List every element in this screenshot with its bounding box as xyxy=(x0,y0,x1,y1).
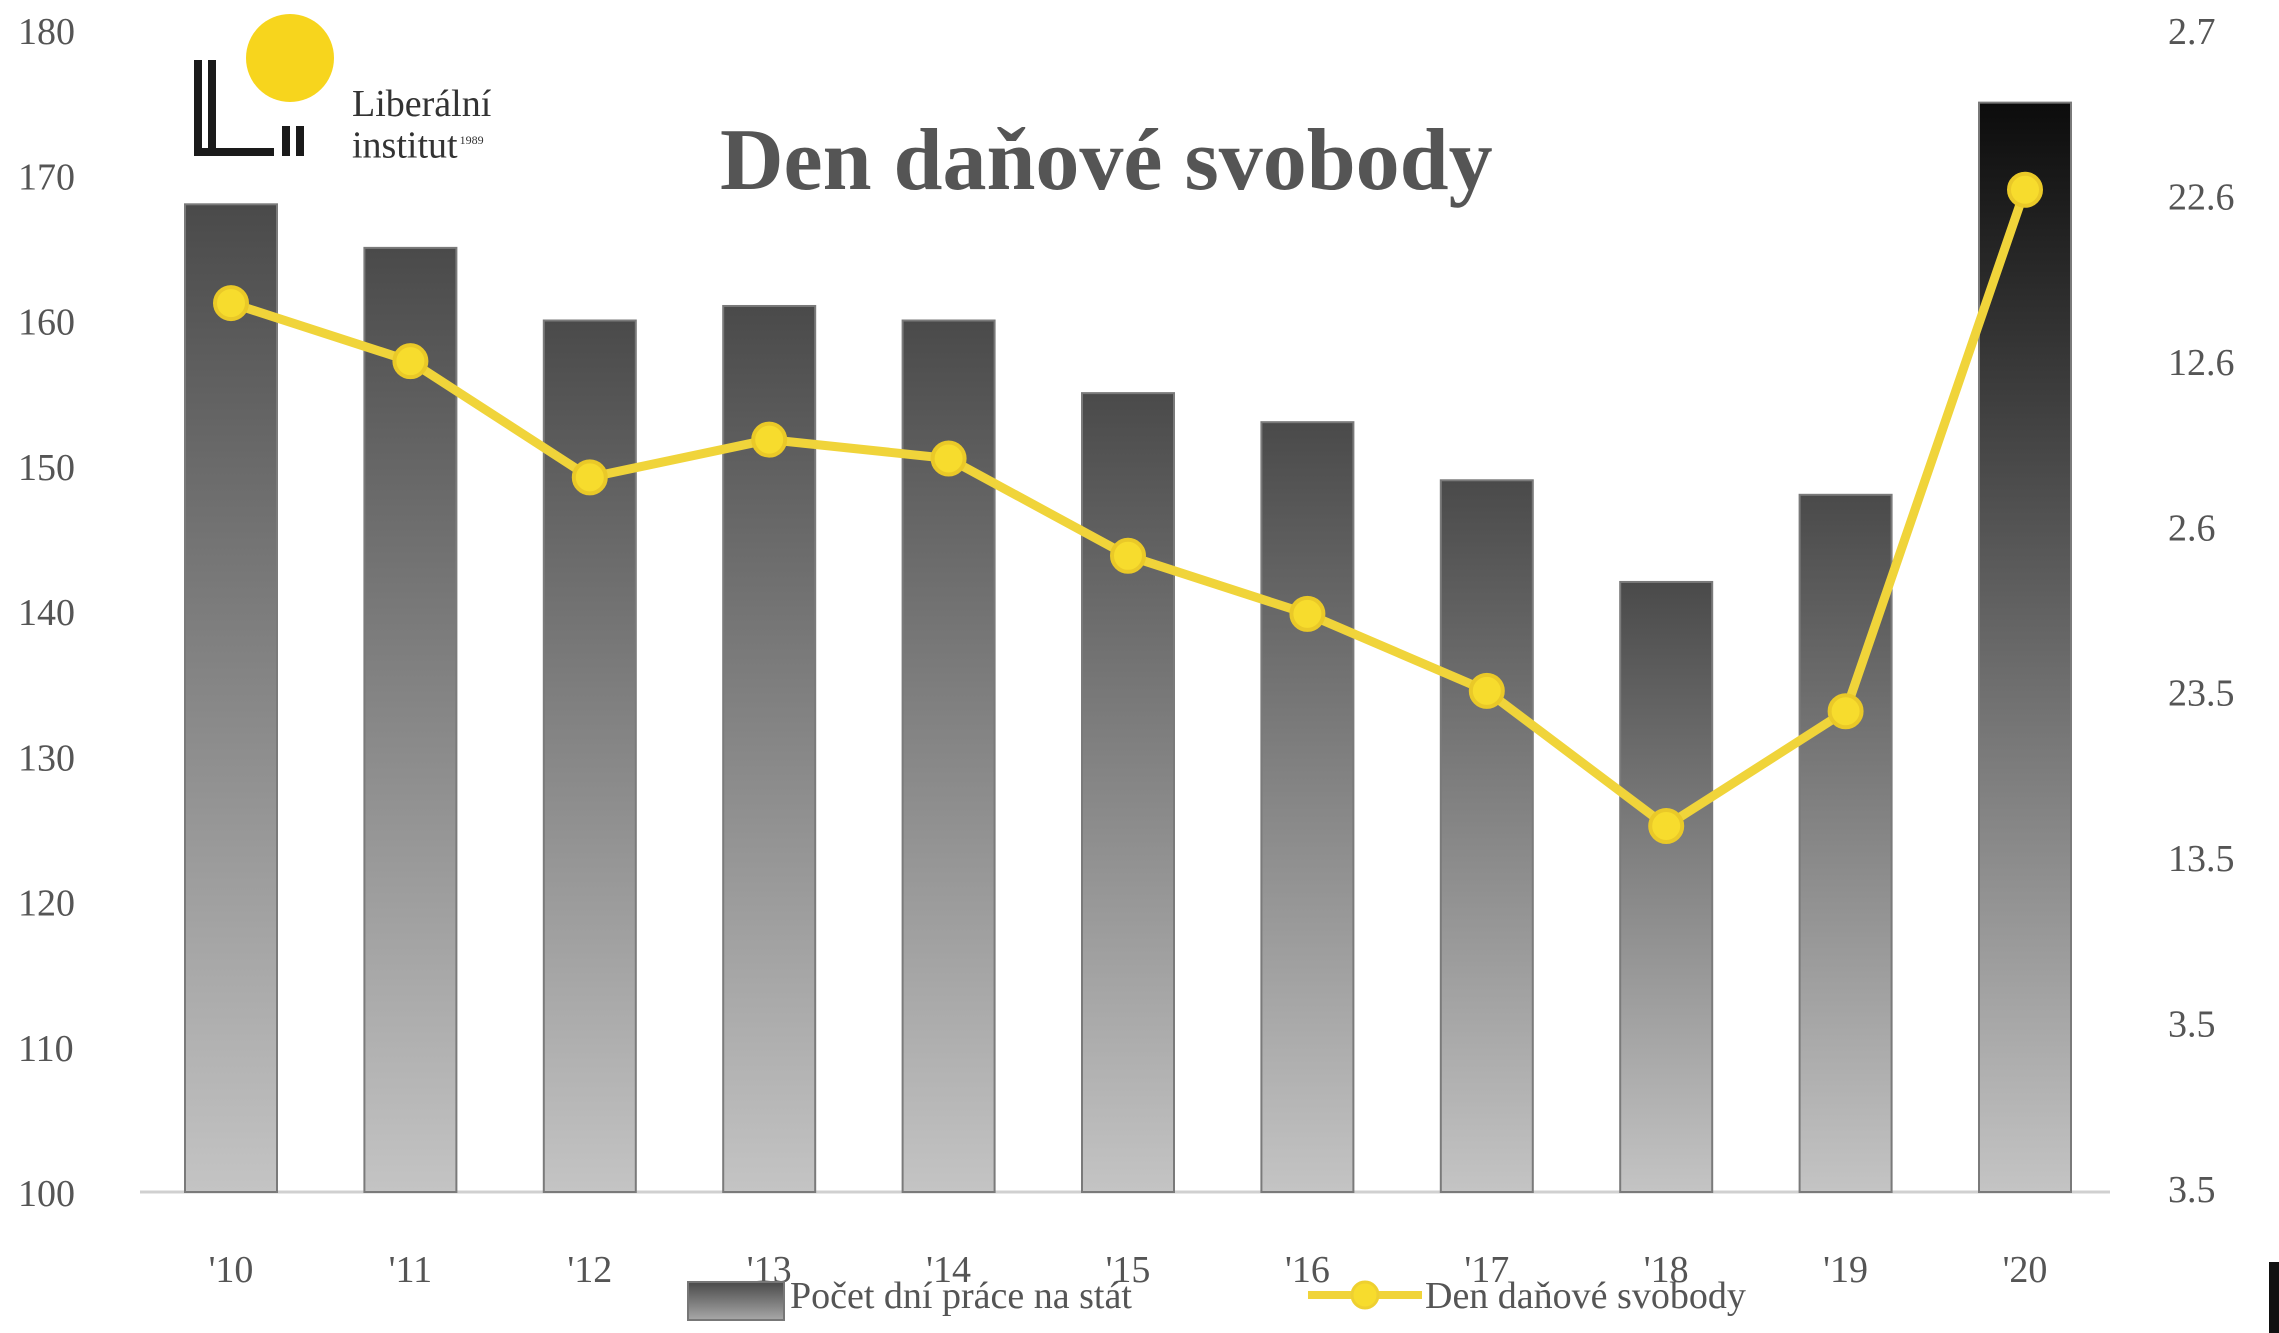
line-point-11 xyxy=(392,343,429,380)
right-tick-6: 22.6 xyxy=(2168,176,2235,218)
logo-mark-icon xyxy=(194,14,334,156)
bar-12 xyxy=(542,319,637,1193)
line-point-14 xyxy=(930,440,967,477)
left-tick-150: 150 xyxy=(18,447,75,489)
legend-line-marker xyxy=(1350,1280,1380,1310)
liberalni-institut-logo: Liberální institut 1989 xyxy=(190,8,550,168)
legend-line-label: Den daňové svobody xyxy=(1425,1275,1746,1317)
left-tick-120: 120 xyxy=(18,883,75,925)
edge-mark xyxy=(2269,1262,2279,1333)
line-point-13 xyxy=(751,421,788,458)
bar-18 xyxy=(1619,580,1714,1193)
left-axis-ticks: 100 110 120 130 140 150 160 170 180 xyxy=(18,11,75,1215)
x-tick-19: '19 xyxy=(1823,1249,1868,1291)
right-axis-ticks: 3.5 3.5 13.5 23.5 2.6 12.6 22.6 2.7 xyxy=(2168,11,2235,1211)
left-tick-130: 130 xyxy=(18,737,75,779)
bars-layer xyxy=(184,101,2072,1194)
x-tick-14: '14 xyxy=(926,1249,971,1291)
x-tick-20: '20 xyxy=(2003,1249,2048,1291)
line-point-20 xyxy=(2007,171,2043,208)
x-tick-17: '17 xyxy=(1464,1249,1509,1291)
left-tick-110: 110 xyxy=(18,1028,74,1070)
left-tick-170: 170 xyxy=(18,156,75,198)
left-tick-140: 140 xyxy=(18,592,75,634)
bar-20 xyxy=(1978,101,2072,1193)
line-point-10 xyxy=(213,285,249,322)
right-tick-4: 2.6 xyxy=(2168,507,2216,549)
line-point-17 xyxy=(1468,672,1505,709)
line-point-12 xyxy=(571,459,608,496)
right-tick-5: 12.6 xyxy=(2168,342,2235,384)
x-tick-16: '16 xyxy=(1285,1249,1330,1291)
right-tick-2: 13.5 xyxy=(2168,838,2235,880)
logo-wordmark: Liberální institut 1989 xyxy=(352,83,492,167)
chart-title: Den daňové svobody xyxy=(720,112,1493,209)
left-tick-100: 100 xyxy=(18,1173,75,1215)
x-tick-15: '15 xyxy=(1106,1249,1151,1291)
bar-16 xyxy=(1260,421,1355,1193)
right-tick-1: 3.5 xyxy=(2168,1004,2216,1046)
bar-15 xyxy=(1081,392,1175,1193)
bar-10 xyxy=(184,203,278,1194)
legend-bar-label: Počet dní práce na stát xyxy=(790,1275,1132,1317)
right-tick-0: 3.5 xyxy=(2168,1169,2216,1211)
line-point-15 xyxy=(1110,537,1146,574)
left-tick-180: 180 xyxy=(18,11,75,53)
logo-line2-text: institut xyxy=(352,124,458,167)
right-tick-7: 2.7 xyxy=(2168,11,2216,53)
legend-bar-swatch xyxy=(687,1281,785,1321)
x-tick-18: '18 xyxy=(1644,1249,1689,1291)
logo-line1: Liberální xyxy=(352,83,492,125)
line-layer xyxy=(213,171,2043,844)
line-point-18 xyxy=(1648,807,1685,844)
left-tick-160: 160 xyxy=(18,302,75,344)
x-tick-12: '12 xyxy=(567,1249,612,1291)
x-tick-10: '10 xyxy=(209,1249,254,1291)
line-point-19 xyxy=(1827,693,1864,730)
line-point-16 xyxy=(1289,595,1326,632)
x-tick-11: '11 xyxy=(389,1249,432,1291)
bar-17 xyxy=(1439,479,1534,1193)
bar-19 xyxy=(1798,493,1893,1193)
right-tick-3: 23.5 xyxy=(2168,673,2235,715)
legend: Počet dní práce na stát Den daňové svobo… xyxy=(687,1275,1746,1321)
logo-year: 1989 xyxy=(459,133,484,147)
bar-11 xyxy=(363,246,458,1193)
logo-line2: institut 1989 xyxy=(352,122,491,167)
